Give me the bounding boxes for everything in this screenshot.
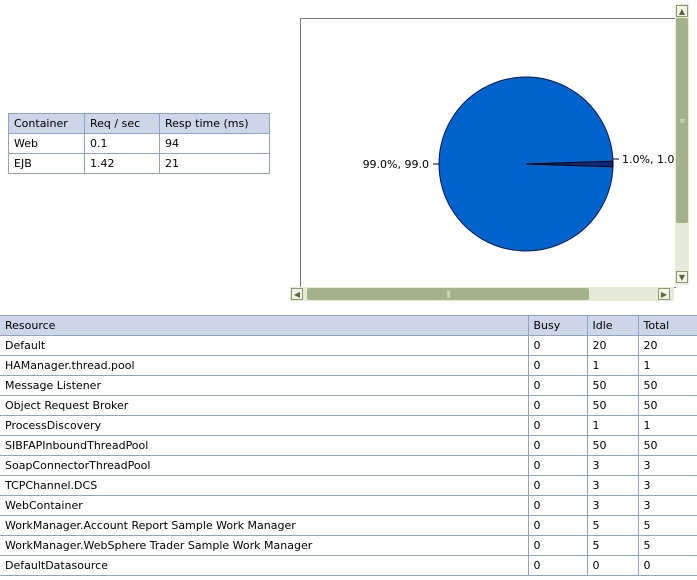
cell-idle: 1 <box>587 355 639 376</box>
cell-idle: 50 <box>587 435 639 456</box>
cell-idle: 5 <box>587 535 639 556</box>
cell-total: 1 <box>638 415 697 436</box>
cell-req-sec: 0.1 <box>84 133 160 154</box>
arrow-right-icon[interactable]: ▶ <box>658 288 670 300</box>
cell-idle: 50 <box>587 395 639 416</box>
table-row: SIBFAPInboundThreadPool 0 50 50 <box>0 435 697 456</box>
cell-container: EJB <box>8 153 85 174</box>
cell-total: 5 <box>638 535 697 556</box>
resource-table-header: Resource Busy Idle Total <box>0 315 697 336</box>
column-header-container: Container <box>8 113 85 134</box>
cell-req-sec: 1.42 <box>84 153 160 174</box>
cell-total: 50 <box>638 435 697 456</box>
cell-total: 50 <box>638 395 697 416</box>
cell-idle: 1 <box>587 415 639 436</box>
table-row: Object Request Broker 0 50 50 <box>0 395 697 416</box>
cell-container: Web <box>8 133 85 154</box>
pie-label-large: 99.0%, 99.0 <box>363 158 429 171</box>
cell-total: 20 <box>638 335 697 356</box>
cell-total: 5 <box>638 515 697 536</box>
table-row: Message Listener 0 50 50 <box>0 375 697 396</box>
column-header-busy: Busy <box>528 315 588 336</box>
arrow-left-icon[interactable]: ◀ <box>291 288 303 300</box>
cell-resource: TCPChannel.DCS <box>0 475 529 496</box>
pie-chart: 99.0%, 99.0 1.0%, 1.0 <box>363 76 674 252</box>
cell-resource: WorkManager.WebSphere Trader Sample Work… <box>0 535 529 556</box>
cell-resource: SoapConnectorThreadPool <box>0 455 529 476</box>
table-row: Web 0.1 94 <box>8 133 270 154</box>
resource-table-body: Default 0 20 20 HAManager.thread.pool 0 1 1 Mess… <box>0 335 697 576</box>
cell-resource: ProcessDiscovery <box>0 415 529 436</box>
cell-resource: DefaultDatasource <box>0 555 529 576</box>
cell-resource: Object Request Broker <box>0 395 529 416</box>
cell-total: 3 <box>638 475 697 496</box>
pie-chart-panel: 99.0%, 99.0 1.0%, 1.0 <box>300 18 676 288</box>
cell-resp-time: 21 <box>159 153 270 174</box>
cell-busy: 0 <box>528 555 588 576</box>
pie-slice-small <box>525 160 614 168</box>
column-header-idle: Idle <box>587 315 639 336</box>
arrow-down-icon[interactable]: ▼ <box>676 271 688 283</box>
cell-total: 3 <box>638 455 697 476</box>
cell-busy: 0 <box>528 375 588 396</box>
table-row: DefaultDatasource 0 0 0 <box>0 555 697 576</box>
cell-resource: SIBFAPInboundThreadPool <box>0 435 529 456</box>
cell-resource: WorkManager.Account Report Sample Work M… <box>0 515 529 536</box>
table-row: SoapConnectorThreadPool 0 3 3 <box>0 455 697 476</box>
cell-busy: 0 <box>528 535 588 556</box>
vertical-scrollbar[interactable]: ▲ ≡ ▼ <box>675 4 689 285</box>
horizontal-scroll-thumb[interactable]: ||| <box>307 288 589 300</box>
table-row: HAManager.thread.pool 0 1 1 <box>0 355 697 376</box>
cell-busy: 0 <box>528 455 588 476</box>
pie-label-small: 1.0%, 1.0 <box>622 153 674 166</box>
cell-idle: 50 <box>587 375 639 396</box>
cell-idle: 3 <box>587 475 639 496</box>
container-table: Container Req / sec Resp time (ms) Web 0… <box>8 113 270 174</box>
cell-total: 0 <box>638 555 697 576</box>
cell-busy: 0 <box>528 355 588 376</box>
cell-resp-time: 94 <box>159 133 270 154</box>
cell-idle: 20 <box>587 335 639 356</box>
cell-busy: 0 <box>528 415 588 436</box>
cell-busy: 0 <box>528 395 588 416</box>
cell-busy: 0 <box>528 495 588 516</box>
arrow-up-icon[interactable]: ▲ <box>676 5 688 17</box>
cell-idle: 5 <box>587 515 639 536</box>
cell-busy: 0 <box>528 335 588 356</box>
cell-total: 1 <box>638 355 697 376</box>
table-row: ProcessDiscovery 0 1 1 <box>0 415 697 436</box>
cell-resource: Default <box>0 335 529 356</box>
cell-resource: WebContainer <box>0 495 529 516</box>
cell-idle: 3 <box>587 455 639 476</box>
cell-total: 50 <box>638 375 697 396</box>
column-header-resource: Resource <box>0 315 529 336</box>
resource-table: Resource Busy Idle Total Default 0 20 20 HAM… <box>0 315 697 576</box>
horizontal-scrollbar[interactable]: ◀ ||| ▶ <box>290 287 674 301</box>
table-row: Default 0 20 20 <box>0 335 697 356</box>
column-header-req-sec: Req / sec <box>84 113 160 134</box>
vertical-scroll-thumb[interactable]: ≡ <box>676 18 688 223</box>
cell-idle: 0 <box>587 555 639 576</box>
table-row: WorkManager.Account Report Sample Work M… <box>0 515 697 536</box>
cell-idle: 3 <box>587 495 639 516</box>
cell-busy: 0 <box>528 475 588 496</box>
cell-resource: Message Listener <box>0 375 529 396</box>
container-table-header: Container Req / sec Resp time (ms) <box>8 113 270 134</box>
cell-resource: HAManager.thread.pool <box>0 355 529 376</box>
cell-busy: 0 <box>528 515 588 536</box>
table-row: TCPChannel.DCS 0 3 3 <box>0 475 697 496</box>
cell-total: 3 <box>638 495 697 516</box>
table-row: WebContainer 0 3 3 <box>0 495 697 516</box>
table-row: EJB 1.42 21 <box>8 153 270 174</box>
column-header-resp-time: Resp time (ms) <box>159 113 270 134</box>
table-row: WorkManager.WebSphere Trader Sample Work… <box>0 535 697 556</box>
cell-busy: 0 <box>528 435 588 456</box>
column-header-total: Total <box>638 315 697 336</box>
